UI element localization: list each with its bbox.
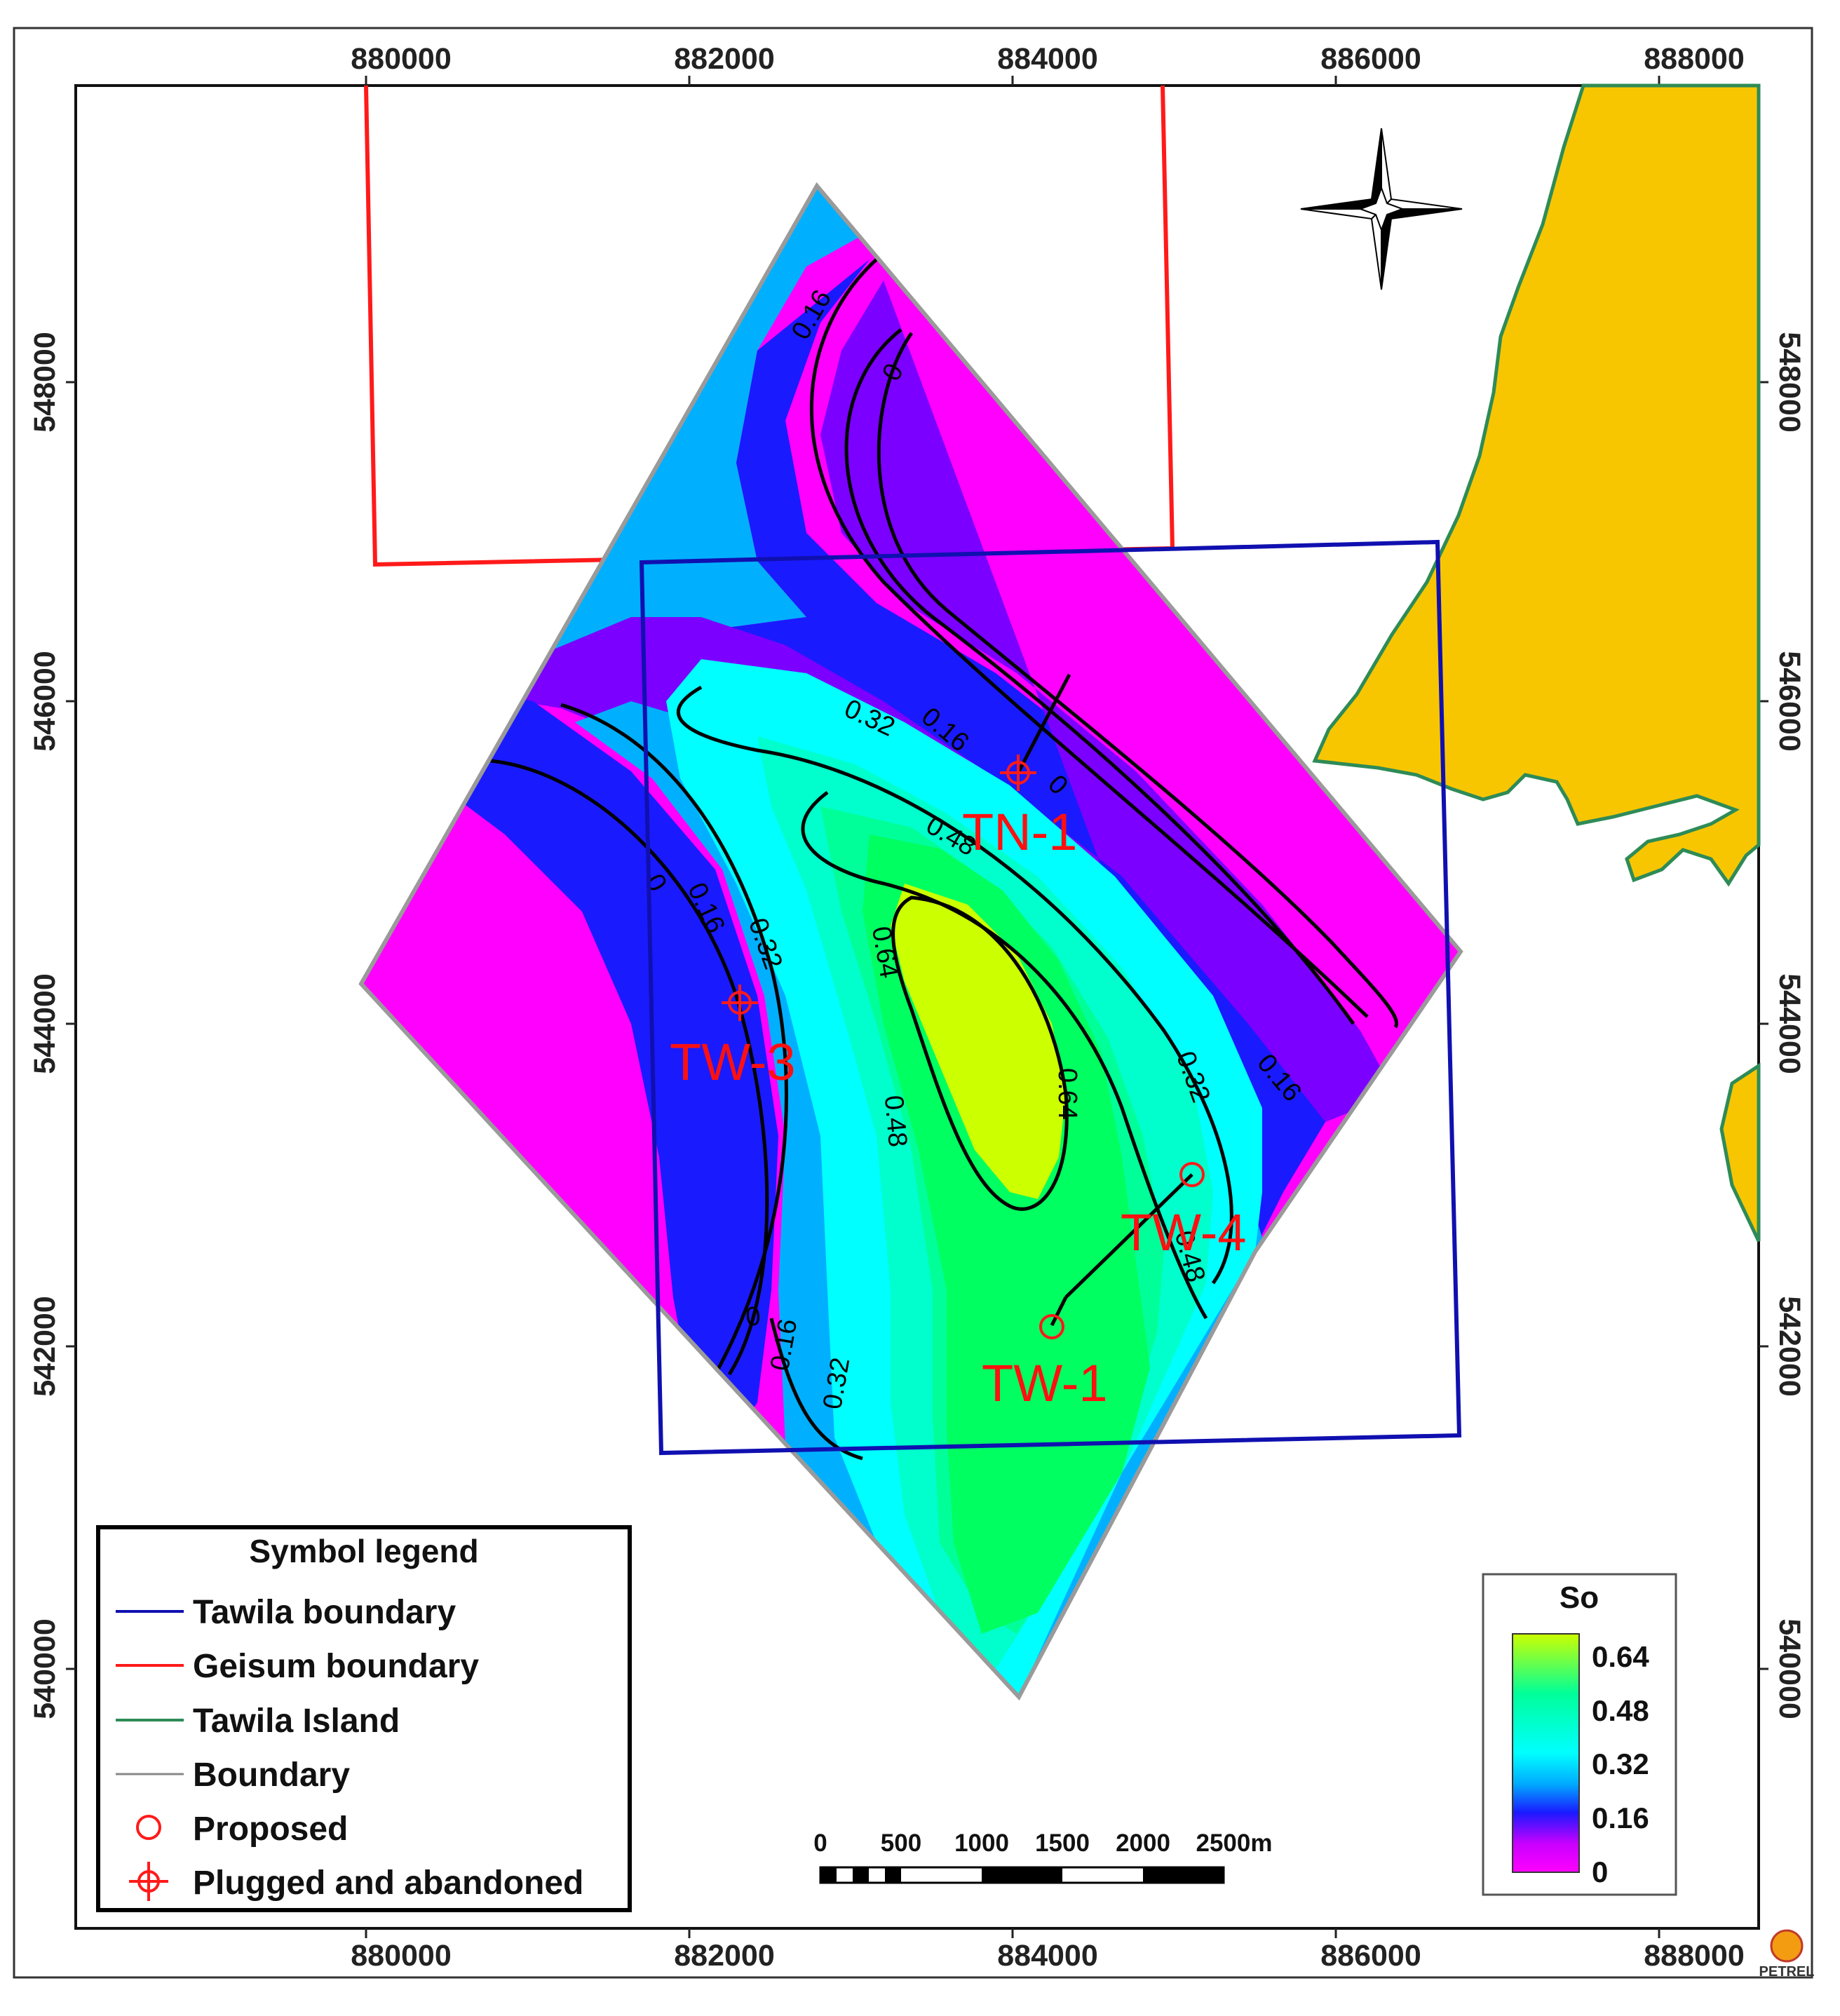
colorbar-tick: 0.32 [1592,1747,1649,1780]
legend-item-label: Geisum boundary [193,1648,479,1685]
well-label: TW-3 [670,1033,796,1091]
legend-item-geisum-boundary: Geisum boundary [116,1648,479,1685]
proposed-well-icon [1039,1314,1064,1339]
outer-frame [13,27,1813,1979]
colorbar-tick: 0.16 [1592,1801,1649,1834]
x-tick-label: 884000 [997,42,1098,76]
y-tick-label: 542000 [1773,1296,1806,1397]
y-tick-label: 548000 [28,332,62,433]
scale-label: 1500 [1035,1829,1090,1857]
colorbar: So 0.64 0.48 0.32 0.16 0 [1482,1573,1677,1896]
scale-label: 1000 [954,1829,1009,1857]
y-tick-label: 542000 [28,1296,62,1397]
well-tw-4[interactable]: TW-4 [1121,1162,1247,1261]
y-tick-label: 540000 [1773,1618,1806,1719]
legend-item-label: Boundary [193,1757,350,1794]
legend-item-proposed: Proposed [136,1811,348,1848]
y-axis-right: 548000 546000 544000 542000 540000 [1773,332,1806,1719]
well-label: TW-1 [982,1354,1108,1412]
proposed-well-icon [1179,1162,1205,1187]
well-trajectories [1016,673,1193,1327]
legend-box [96,1525,632,1912]
well-tw-1[interactable]: TW-1 [982,1314,1108,1412]
petrel-logo: PETREL [1759,1929,1815,1980]
y-tick-label: 544000 [1773,973,1806,1074]
symbol-legend: Symbol legend Tawila boundary Geisum bou… [96,1525,632,1912]
colorbar-tick: 0.48 [1592,1694,1649,1727]
y-tick-label: 544000 [28,973,62,1074]
legend-item-label: Proposed [193,1811,348,1848]
y-tick-label: 540000 [28,1618,62,1719]
x-tick-label: 886000 [1320,42,1421,76]
legend-item-boundary: Boundary [116,1757,350,1794]
scale-label: 2500m [1196,1829,1273,1857]
x-tick-label: 888000 [1644,1939,1745,1973]
well-tn-1[interactable]: TN-1 [962,755,1077,861]
x-axis-top: 880000 882000 884000 886000 888000 [351,42,1745,76]
y-tick-label: 546000 [1773,651,1806,752]
x-axis-bottom: 880000 882000 884000 886000 888000 [351,1939,1745,1973]
colorbar-gradient [1512,1633,1580,1873]
colorbar-tick: 0.64 [1592,1640,1649,1673]
tawila-boundary [639,539,1462,1456]
legend-item-label: Tawila boundary [193,1594,456,1631]
colorbar-title: So [1560,1581,1599,1615]
scale-label: 2000 [1116,1829,1170,1857]
x-tick-label: 882000 [674,42,775,76]
legend-item-plugged: Plugged and abandoned [129,1862,583,1902]
x-tick-label: 888000 [1644,42,1745,76]
contour-label: 0 [745,1301,762,1332]
tawila-island [1312,83,1761,887]
legend-title: Symbol legend [249,1533,478,1569]
legend-item-tawila-island: Tawila Island [116,1703,400,1740]
x-tick-label: 886000 [1320,1939,1421,1973]
y-tick-label: 548000 [1773,332,1806,433]
brand-label: PETREL [1759,1964,1815,1980]
proposed-well-icon [136,1815,161,1840]
well-label: TW-4 [1121,1203,1247,1261]
legend-item-label: Tawila Island [193,1703,400,1740]
scale-label: 500 [881,1829,921,1857]
x-tick-label: 880000 [351,42,452,76]
scale-bar: 0 500 1000 1500 2000 2500m [813,1829,1273,1884]
well-tw-3[interactable]: TW-3 [670,985,796,1091]
tawila-island-south [1719,1062,1761,1243]
contour-label: 0.48 [879,1094,912,1148]
colorbar-tick: 0 [1592,1855,1608,1888]
contour-label: 0.64 [1053,1068,1082,1120]
legend-item-label: Plugged and abandoned [193,1865,583,1902]
y-tick-label: 546000 [28,651,62,752]
x-tick-label: 880000 [351,1939,452,1973]
legend-item-tawila-boundary: Tawila boundary [116,1594,456,1631]
x-tick-label: 882000 [674,1939,775,1973]
scale-label: 0 [813,1829,827,1857]
survey-boundary [358,182,1463,1701]
well-label: TN-1 [962,803,1077,861]
x-tick-label: 884000 [997,1939,1098,1973]
petrel-logo-icon [1770,1929,1804,1963]
compass-icon [1300,128,1463,290]
y-axis-left: 548000 546000 544000 542000 540000 [28,332,62,1719]
